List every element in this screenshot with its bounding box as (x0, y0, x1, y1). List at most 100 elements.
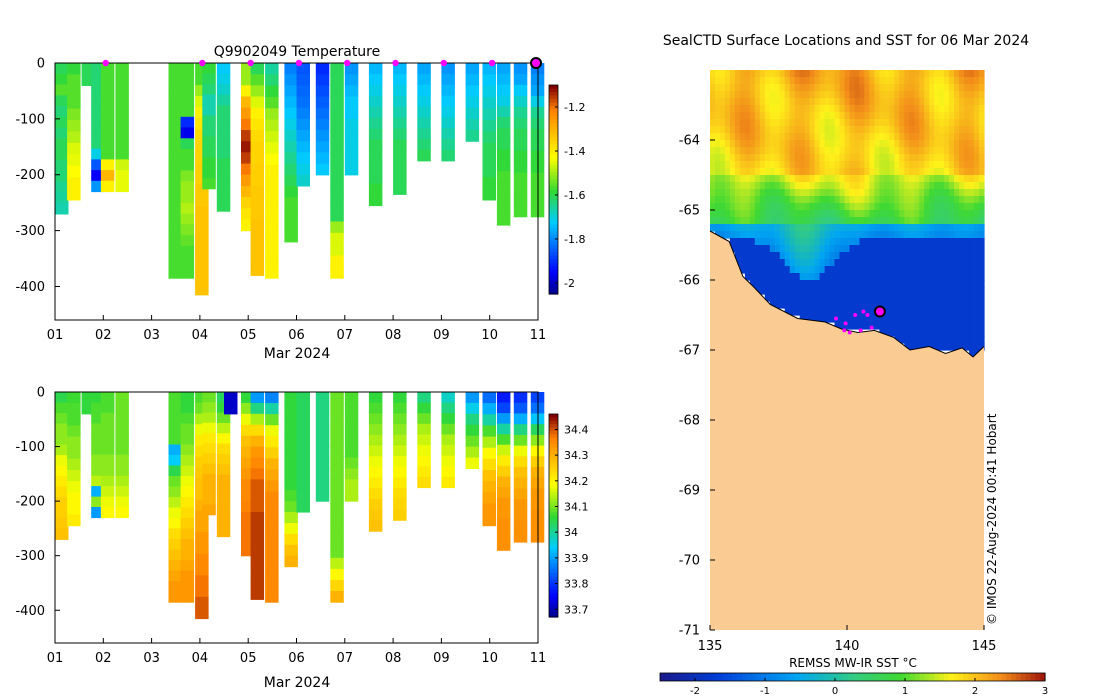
sst-cell (849, 119, 856, 127)
profile-cell (368, 456, 383, 468)
sst-cell (914, 182, 920, 190)
sst-cell (710, 175, 716, 183)
sst-cell (839, 112, 846, 120)
profile-cell (417, 106, 431, 118)
sst-cell (849, 84, 856, 92)
sst-cell (809, 91, 816, 99)
sst-cell (764, 91, 771, 99)
sst-cell (749, 147, 756, 155)
sst-colorbar-segment (794, 673, 801, 681)
sst-cell (779, 161, 786, 169)
sst-cell (979, 182, 985, 190)
profile-cell (265, 546, 279, 559)
profile-cell (284, 512, 298, 524)
sst-cell (879, 91, 885, 99)
profile-cell (115, 507, 129, 519)
sst-cell (884, 112, 890, 120)
sst-cell (839, 301, 846, 309)
sst-cell (894, 259, 900, 267)
sst-colorbar-segment (934, 673, 940, 681)
sst-cell (879, 231, 885, 239)
sst-cell (769, 245, 776, 253)
profile-cell (168, 170, 182, 182)
sst-cell (919, 175, 925, 183)
sst-cell (789, 259, 796, 267)
sst-cell (804, 294, 811, 302)
sst-cell (934, 217, 940, 225)
sst-cell (964, 224, 970, 232)
sst-cell (744, 224, 751, 232)
sst-cell (959, 154, 965, 162)
profile-cell (417, 128, 431, 140)
sst-cell (824, 224, 831, 232)
sst-cell (964, 84, 970, 92)
sst-colorbar-segment (1030, 673, 1036, 681)
sst-cell (939, 301, 945, 309)
sst-colorbar-segment (727, 673, 733, 681)
profile-cell (315, 424, 330, 437)
track-point (869, 325, 874, 330)
profile-cell (496, 95, 511, 107)
sst-cell (809, 245, 816, 253)
sst-cell (974, 224, 980, 232)
sst-cell (754, 175, 761, 183)
sst-cell (894, 84, 900, 92)
profile-cell (482, 97, 496, 110)
sst-cell (899, 245, 905, 253)
profile-cell (496, 476, 511, 488)
sst-cell (874, 203, 880, 211)
sst-cell (884, 287, 890, 295)
sst-cell (969, 175, 975, 183)
colorbar-segment (549, 262, 558, 267)
sst-cell (724, 119, 731, 127)
sst-cell (764, 119, 771, 127)
sst-cell (824, 77, 831, 85)
sst-cell (944, 294, 950, 302)
sst-cell (909, 329, 915, 337)
profile-cell (265, 187, 279, 200)
colorbar-segment (549, 447, 558, 452)
sst-cell (724, 154, 731, 162)
sst-cell (924, 133, 930, 141)
colorbar-segment (549, 461, 558, 466)
colorbar-tick-label: 34.4 (564, 423, 589, 436)
profile-cell (265, 535, 279, 548)
sst-cell (824, 168, 831, 176)
sst-cell (804, 210, 811, 218)
sst-cell (839, 77, 846, 85)
profile-cell (55, 138, 69, 150)
profile-cell (315, 435, 330, 448)
profile-cell (330, 403, 344, 415)
sst-cell (899, 301, 905, 309)
sst-cell (749, 154, 756, 162)
sst-colorbar-segment (703, 673, 709, 681)
sst-cell (839, 196, 846, 204)
profile-cell (441, 139, 455, 151)
sst-colorbar-segment (722, 673, 728, 681)
profile-cell (513, 402, 528, 414)
sst-cell (759, 252, 766, 260)
sst-cell (964, 112, 970, 120)
profile-cell (216, 189, 231, 202)
sst-cell (779, 224, 786, 232)
sst-cell (924, 77, 930, 85)
sst-cell (734, 77, 741, 85)
sst-cell (934, 98, 940, 106)
colorbar-segment (549, 464, 558, 469)
profile-cell (284, 457, 298, 469)
profile-cell (284, 96, 298, 109)
profile-cell (168, 581, 182, 593)
sst-cell (979, 77, 985, 85)
sst-cell (919, 315, 925, 323)
profile-cell (393, 488, 407, 500)
profile-cell (330, 458, 344, 470)
profile-cell (55, 116, 69, 129)
profile-cell (296, 107, 310, 120)
sst-cell (715, 182, 721, 190)
colorbar-segment (549, 458, 558, 462)
profile-cell (91, 444, 105, 456)
sst-cell (784, 112, 791, 120)
sst-cell (939, 343, 945, 351)
sst-cell (889, 189, 895, 197)
sst-cell (809, 203, 816, 211)
